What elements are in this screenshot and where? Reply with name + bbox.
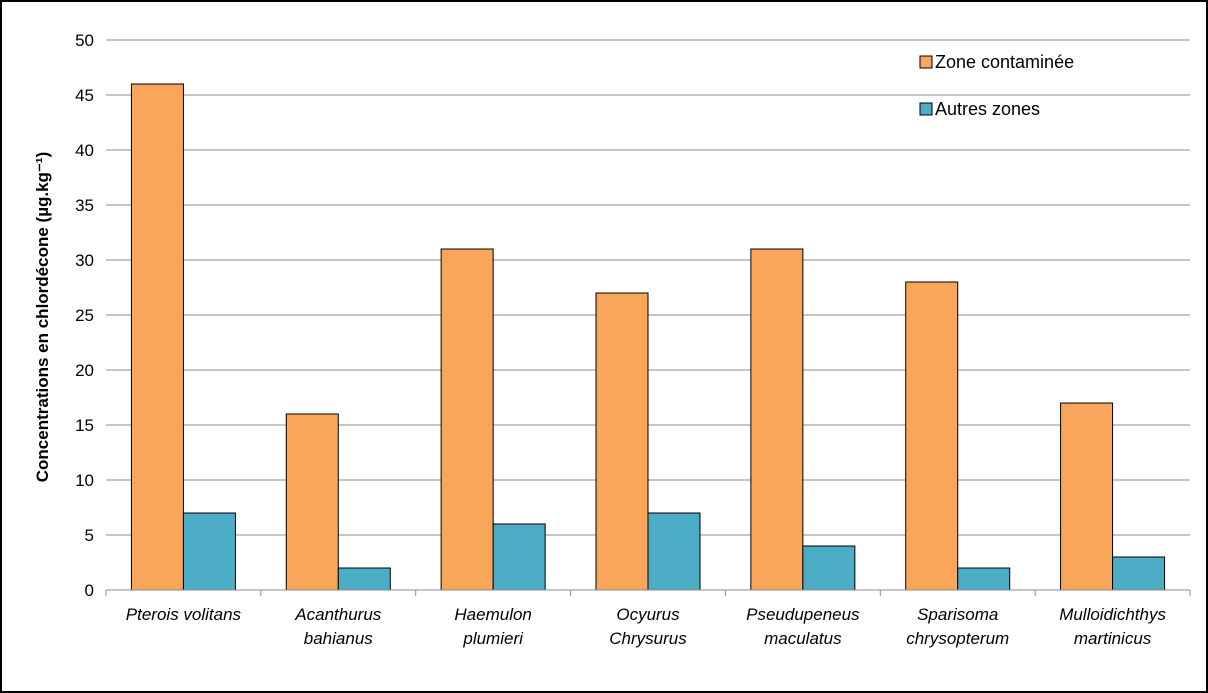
y-tick-label: 25 (75, 306, 94, 325)
bar (1112, 556, 1166, 591)
x-tick-label: Mulloidichthys martinicus (1059, 605, 1166, 648)
x-tick-label: Haemulon plumieri (454, 605, 532, 648)
y-tick-label: 30 (75, 251, 94, 270)
y-tick-label: 0 (85, 581, 94, 600)
bar (957, 567, 1011, 591)
bar (1060, 402, 1114, 591)
bar (440, 248, 494, 591)
bar (750, 248, 804, 591)
x-tick-label: Pseudupeneus maculatus (746, 605, 860, 648)
bar (905, 281, 959, 591)
y-tick-label: 35 (75, 196, 94, 215)
bar (647, 512, 701, 591)
legend-swatch (919, 102, 933, 116)
legend: Zone contaminée Autres zones (919, 52, 1074, 119)
x-tick-label: Sparisoma chrysopterum (906, 605, 1009, 648)
x-tick-label: Pterois volitans (126, 605, 242, 624)
bar (337, 567, 391, 591)
bar (130, 83, 184, 591)
bar (802, 545, 856, 591)
y-tick-label: 50 (75, 31, 94, 50)
x-tick-label: Acanthurus bahianus (294, 605, 381, 648)
x-axis (105, 589, 1191, 596)
y-tick-label: 5 (85, 526, 94, 545)
y-axis-ticks: 0 5 10 15 20 25 30 35 40 45 50 (75, 31, 94, 600)
y-axis-title: Concentrations en chlordécone (µg.kg⁻¹) (33, 152, 52, 482)
bar (285, 413, 339, 591)
y-tick-label: 45 (75, 86, 94, 105)
y-tick-label: 15 (75, 416, 94, 435)
legend-label: Zone contaminée (935, 52, 1074, 72)
y-tick-label: 10 (75, 471, 94, 490)
bar (492, 523, 546, 591)
x-tick-label: Ocyurus Chrysurus (609, 605, 687, 648)
legend-swatch (919, 55, 933, 69)
y-tick-label: 20 (75, 361, 94, 380)
bar (595, 292, 649, 591)
y-tick-label: 40 (75, 141, 94, 160)
bars (130, 83, 1166, 591)
x-axis-category-labels: Pterois volitans Acanthurus bahianus Haemul… (126, 605, 1167, 648)
legend-label: Autres zones (935, 99, 1040, 119)
bar (182, 512, 236, 591)
